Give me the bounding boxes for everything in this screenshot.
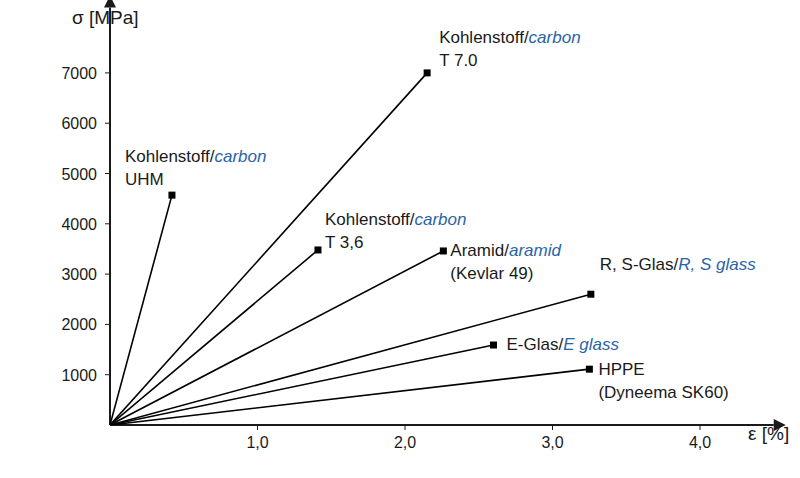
series-sublabel: T 7.0 bbox=[439, 51, 477, 70]
end-marker bbox=[587, 291, 594, 298]
series-label: R, S-Glas/R, S glass bbox=[600, 255, 756, 274]
y-tick-label: 5000 bbox=[61, 166, 97, 183]
x-tick bbox=[700, 425, 701, 430]
label-en: carbon bbox=[529, 28, 581, 47]
series-label: Aramid/aramid bbox=[450, 241, 561, 260]
plot-area bbox=[110, 69, 594, 425]
y-axis bbox=[109, 8, 111, 425]
label-de: HPPE bbox=[598, 360, 644, 379]
y-tick-label: 2000 bbox=[61, 316, 97, 333]
label-en: carbon bbox=[214, 147, 266, 166]
y-axis-label: σ [MPa] bbox=[72, 7, 139, 28]
series-line bbox=[110, 250, 318, 425]
label-en: aramid bbox=[509, 241, 562, 260]
y-tick bbox=[105, 274, 110, 275]
label-de: Kohlenstoff/ bbox=[439, 28, 529, 47]
x-axis bbox=[110, 424, 774, 426]
y-tick bbox=[105, 72, 110, 73]
series-label: HPPE bbox=[598, 360, 644, 379]
y-tick-label: 1000 bbox=[61, 367, 97, 384]
series-line bbox=[110, 73, 427, 425]
series-label: E-Glas/E glass bbox=[507, 335, 620, 354]
end-marker bbox=[586, 366, 593, 373]
series-label: Kohlenstoff/carbon bbox=[125, 147, 266, 166]
y-tick bbox=[105, 223, 110, 224]
series-line bbox=[110, 294, 591, 425]
end-marker bbox=[314, 246, 321, 253]
x-tick bbox=[257, 425, 258, 430]
end-marker bbox=[440, 247, 447, 254]
x-tick bbox=[552, 425, 553, 430]
series-line bbox=[110, 345, 494, 425]
x-tick-label: 1,0 bbox=[246, 434, 268, 451]
label-de: E-Glas/ bbox=[507, 335, 564, 354]
label-de: Aramid/ bbox=[450, 241, 509, 260]
series-line bbox=[110, 251, 443, 425]
end-marker bbox=[424, 69, 431, 76]
x-tick-label: 3,0 bbox=[541, 434, 563, 451]
label-de: Kohlenstoff/ bbox=[325, 210, 415, 229]
series-sublabel: (Dyneema SK60) bbox=[598, 383, 728, 402]
x-axis-label: ε [%] bbox=[748, 423, 789, 444]
y-tick-label: 7000 bbox=[61, 65, 97, 82]
chart: σ [MPa] ε [%] 1,0 2,0 3,0 4,0 1000 2000 3000 4000… bbox=[0, 0, 800, 478]
x-tick-label: 2,0 bbox=[394, 434, 416, 451]
end-marker bbox=[168, 192, 175, 199]
label-de: R, S-Glas/ bbox=[600, 255, 679, 274]
y-tick bbox=[105, 173, 110, 174]
y-tick bbox=[105, 324, 110, 325]
y-tick bbox=[105, 123, 110, 124]
series-sublabel: UHM bbox=[125, 170, 164, 189]
label-en: E glass bbox=[563, 335, 619, 354]
y-tick bbox=[105, 374, 110, 375]
y-tick-label: 6000 bbox=[61, 115, 97, 132]
series-sublabel: T 3,6 bbox=[325, 233, 363, 252]
x-tick-label: 4,0 bbox=[689, 434, 711, 451]
label-en: R, S glass bbox=[678, 255, 756, 274]
series-line bbox=[110, 369, 589, 425]
end-marker bbox=[490, 342, 497, 349]
label-de: Kohlenstoff/ bbox=[125, 147, 215, 166]
x-tick bbox=[405, 425, 406, 430]
series-label: Kohlenstoff/carbon bbox=[439, 28, 580, 47]
y-tick-label: 3000 bbox=[61, 266, 97, 283]
series-label: Kohlenstoff/carbon bbox=[325, 210, 466, 229]
y-tick-label: 4000 bbox=[61, 216, 97, 233]
label-en: carbon bbox=[414, 210, 466, 229]
series-sublabel: (Kevlar 49) bbox=[450, 264, 533, 283]
